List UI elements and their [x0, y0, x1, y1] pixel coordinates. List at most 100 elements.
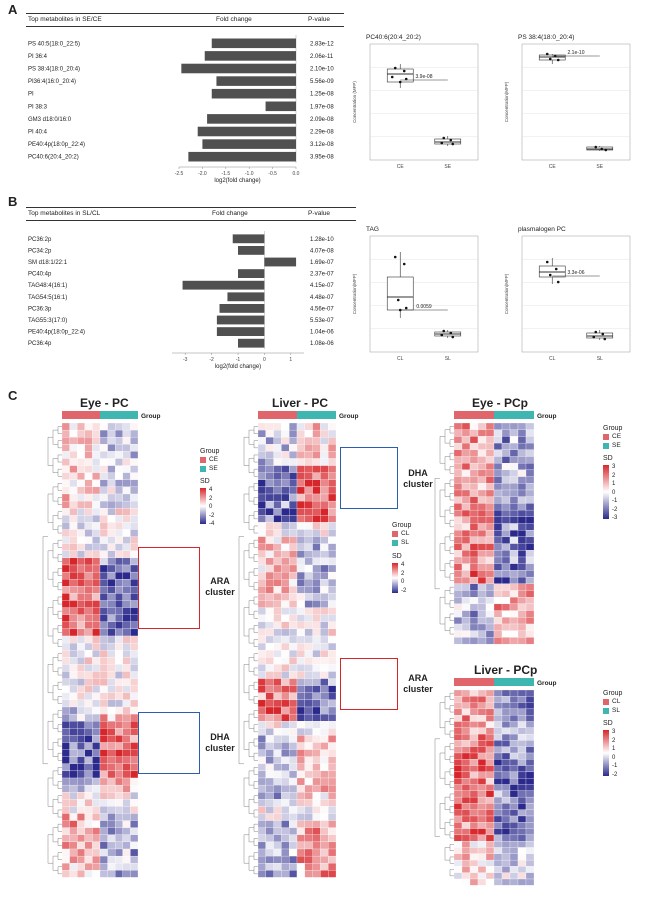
x-tick-label: 0.0: [293, 171, 300, 177]
heatmap-cell: [265, 614, 274, 622]
heatmap-cell: [281, 855, 290, 864]
dendrogram-branch: [52, 429, 58, 445]
data-point: [554, 267, 558, 271]
heatmap-cell: [312, 848, 321, 857]
heatmap-cell: [257, 870, 266, 878]
heatmap-cell: [107, 827, 116, 835]
heatmap-cell: [461, 759, 471, 766]
dendrogram-branch: [449, 755, 454, 763]
heatmap-cell: [69, 564, 78, 573]
heatmap-cell: [304, 713, 313, 722]
heatmap-cell: [501, 752, 511, 760]
heatmap-cell: [84, 465, 93, 473]
heatmap-cell: [115, 685, 123, 693]
heatmap-cell: [461, 523, 471, 531]
heatmap-cell: [304, 841, 313, 850]
heatmap-cell: [122, 671, 131, 679]
heatmap-cell: [69, 500, 78, 509]
heatmap-cell: [273, 642, 282, 651]
heatmap-cell: [469, 556, 479, 564]
heatmap-cell: [122, 607, 131, 615]
heatmap-cell: [304, 593, 313, 601]
heatmap-cell: [501, 597, 511, 605]
heatmap-cell: [281, 664, 290, 672]
heatmap-cell: [115, 863, 123, 871]
heatmap-cell: [289, 806, 298, 814]
heatmap-cell: [509, 550, 519, 558]
heatmap-cell: [312, 678, 321, 686]
group-bar-treated: [297, 411, 336, 419]
heatmap-cell: [122, 486, 131, 495]
heatmap-cell: [257, 792, 266, 800]
heatmap-cell: [257, 763, 266, 772]
heatmap-cell: [517, 456, 527, 464]
heatmap-cell: [99, 706, 108, 715]
heatmap-cell: [509, 872, 519, 880]
heatmap-cell: [77, 550, 85, 559]
heatmap-cell: [453, 543, 463, 551]
heatmap-cell: [477, 702, 487, 710]
heatmap-cell: [99, 713, 108, 722]
heatmap-cell: [453, 496, 463, 504]
heatmap-cell: [99, 664, 108, 672]
heatmap-cell: [493, 702, 503, 710]
heatmap-cell: [469, 790, 479, 798]
heatmap-cell: [501, 603, 511, 611]
heatmap-cell: [84, 841, 93, 850]
heatmap-cell: [469, 523, 479, 531]
heatmap-cell: [107, 522, 116, 530]
panel-label-c: C: [8, 388, 18, 403]
heatmap-cell: [461, 733, 471, 741]
dendrogram-branch: [248, 827, 254, 843]
heatmap-cell: [289, 749, 298, 757]
heatmap-cell: [320, 664, 329, 672]
heatmap-cell: [477, 603, 487, 611]
heatmap-cell: [99, 848, 108, 857]
heatmap-cell: [517, 563, 527, 571]
heatmap-cell: [107, 706, 116, 715]
heatmap-cell: [453, 721, 463, 728]
heatmap-cell: [493, 556, 503, 564]
heatmap-cell: [469, 476, 479, 484]
heatmap-cell: [501, 872, 511, 880]
x-axis-label: log2(fold change): [215, 364, 261, 370]
heatmap-cell: [61, 571, 70, 580]
heatmap-cell: [501, 476, 511, 484]
heatmap-cell: [328, 813, 337, 821]
dendrogram-branch: [444, 509, 450, 524]
heatmap-cell: [461, 610, 471, 618]
dendrogram-branch: [47, 834, 53, 864]
heatmap-cell: [328, 451, 337, 459]
heatmap-cell: [115, 628, 123, 637]
heatmap-cell: [61, 799, 70, 807]
heatmap-cell: [469, 733, 479, 741]
heatmap-cell: [517, 752, 527, 760]
dendrogram-branch: [57, 596, 62, 605]
heatmap-cell: [289, 799, 298, 807]
heatmap-cell: [304, 571, 313, 580]
heatmap-cell: [509, 696, 519, 703]
heatmap-cell: [77, 664, 85, 672]
heatmap-cell: [77, 515, 85, 523]
heatmap-cell: [61, 863, 70, 871]
x-tick-label: -1.5: [221, 171, 230, 177]
heatmap-cell: [296, 600, 305, 608]
heatmap-cell: [273, 678, 282, 686]
legend-eye-pcp: Group CE SE: [603, 425, 643, 450]
legend-liver-pcp-group-0: CL: [612, 698, 621, 705]
heatmap-cell: [273, 799, 282, 807]
heatmap-cell: [469, 503, 479, 511]
heatmap-cell: [485, 503, 495, 511]
fold-change-bar: [181, 63, 296, 74]
heatmap-cell: [115, 600, 123, 608]
heatmap-cell: [453, 436, 463, 444]
heatmap-cell: [312, 422, 321, 431]
heatmap-cell: [304, 792, 313, 800]
heatmap-cell: [304, 429, 313, 438]
heatmap-cell: [525, 530, 535, 538]
heatmap-cell: [312, 650, 321, 658]
heatmap-cell: [485, 803, 495, 810]
heatmap-cell: [115, 834, 123, 843]
heatmap-cell: [477, 765, 487, 773]
